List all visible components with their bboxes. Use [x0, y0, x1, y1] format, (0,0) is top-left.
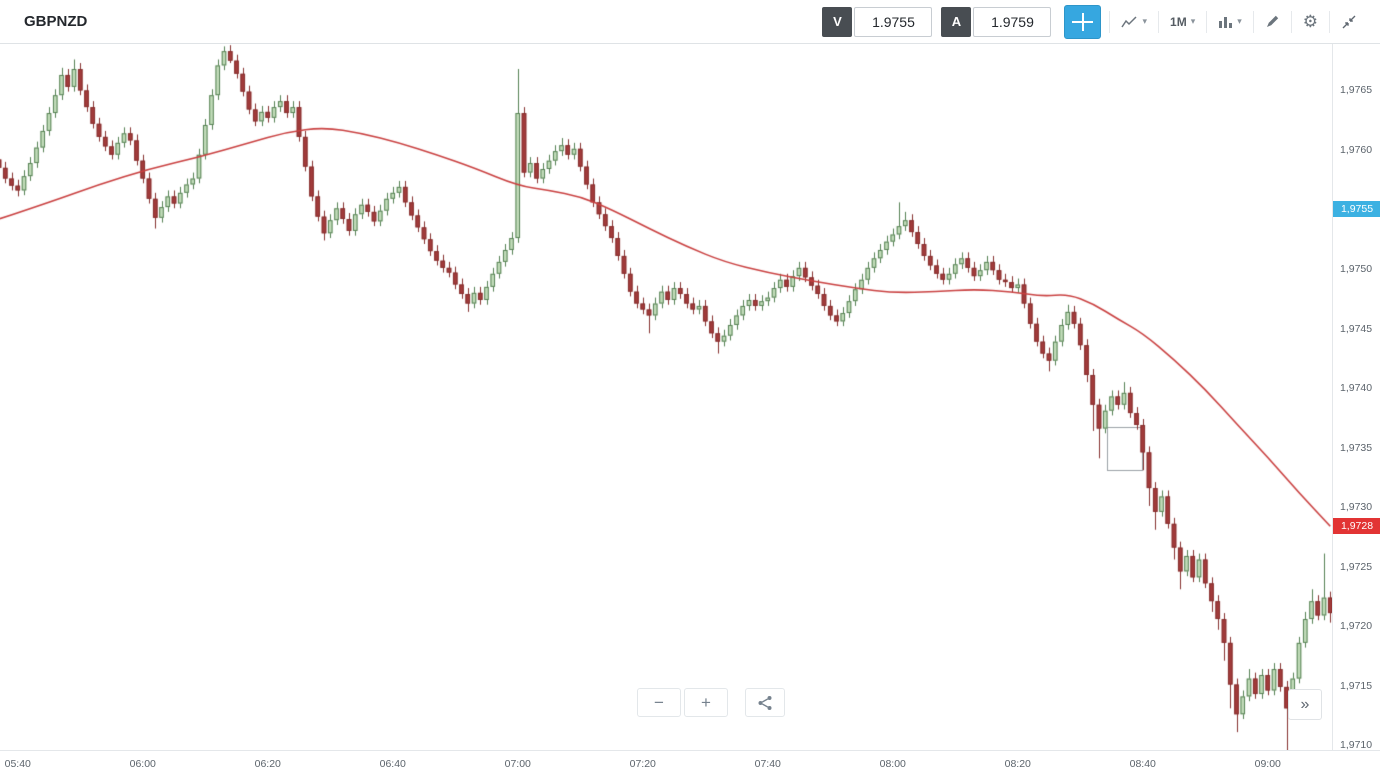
zoom-in-button[interactable]: +	[684, 688, 728, 717]
toolbar-separator	[1109, 10, 1111, 33]
chevron-down-icon: ▾	[1142, 16, 1148, 26]
price-axis-label: 1,9760	[1340, 143, 1373, 156]
sell-price-value: 1.9755	[854, 6, 933, 37]
time-axis-label: 08:20	[1004, 758, 1031, 770]
symbol-title: GBPNZD	[24, 13, 88, 30]
indicators-icon	[1219, 16, 1233, 28]
gear-icon: ⚙	[1302, 12, 1318, 31]
chart-plot-area: − + »	[0, 44, 1332, 750]
time-axis-label: 09:00	[1254, 758, 1281, 770]
chevron-down-icon: ▾	[1237, 16, 1242, 26]
toolbar-separator	[1290, 10, 1292, 33]
price-axis-label: 1,9725	[1340, 560, 1373, 573]
ma-value-badge: 1,9728	[1333, 518, 1380, 535]
price-axis-label: 1,9750	[1340, 263, 1373, 275]
zoom-out-button[interactable]: −	[637, 688, 681, 717]
chart-toolbar: GBPNZD V 1.9755 A 1.9759 ▾ 1M ▾	[0, 0, 1380, 44]
timeframe-dropdown[interactable]: 1M ▾	[1159, 9, 1206, 35]
pencil-icon	[1266, 15, 1278, 27]
bid-price-badge: 1,9755	[1333, 201, 1380, 218]
timeframe-label: 1M	[1170, 14, 1187, 29]
time-axis-label: 07:20	[629, 758, 656, 770]
time-axis-label: 05:40	[4, 758, 31, 770]
price-axis-label: 1,9745	[1340, 322, 1373, 335]
line-chart-icon	[1121, 15, 1138, 27]
price-axis-label: 1,9715	[1340, 679, 1373, 692]
collapse-icon	[1342, 15, 1356, 28]
price-axis-label: 1,9735	[1340, 441, 1373, 454]
buy-quote-group: A 1.9759	[941, 6, 1052, 37]
time-axis-label: 06:00	[129, 758, 156, 770]
share-button[interactable]	[745, 688, 785, 717]
price-axis-label: 1,9765	[1340, 84, 1373, 97]
indicators-dropdown[interactable]: ▾	[1207, 9, 1253, 35]
chevron-down-icon: ▾	[1190, 16, 1196, 26]
buy-price-value: 1.9759	[973, 6, 1052, 37]
toolbar-separator	[1206, 10, 1208, 33]
candlestick-chart-canvas[interactable]	[0, 44, 1332, 750]
time-axis-label: 08:40	[1129, 758, 1156, 770]
toolbar-separator	[1329, 10, 1330, 33]
time-axis-label: 07:40	[754, 758, 781, 770]
toolbar-separator	[1252, 10, 1254, 33]
price-axis-label: 1,9710	[1340, 739, 1373, 752]
buy-button[interactable]: A	[941, 6, 972, 37]
time-axis-label: 06:20	[254, 758, 281, 770]
sell-quote-group: V 1.9755	[822, 6, 933, 37]
crosshair-button[interactable]	[1064, 4, 1102, 39]
price-axis-label: 1,9730	[1340, 501, 1373, 514]
time-axis-label: 06:40	[379, 758, 406, 770]
settings-button[interactable]: ⚙	[1292, 7, 1329, 36]
share-icon	[758, 695, 772, 710]
time-axis-label: 08:00	[879, 758, 906, 770]
drawing-tools-button[interactable]	[1254, 8, 1291, 35]
time-axis[interactable]: 05:40 06:00 06:20 06:40 07:00 07:20 07:40 08:00…	[0, 750, 1380, 779]
chart-type-dropdown[interactable]: ▾	[1110, 9, 1158, 35]
toolbar-controls: V 1.9755 A 1.9759 ▾ 1M ▾ ▾	[822, 0, 1368, 43]
collapse-button[interactable]	[1330, 8, 1368, 36]
zoom-controls: − +	[637, 688, 785, 717]
price-axis-label: 1,9720	[1340, 620, 1373, 633]
toolbar-separator	[1158, 10, 1160, 33]
scroll-to-latest-button[interactable]: »	[1288, 689, 1322, 720]
time-axis-label: 07:00	[504, 758, 531, 770]
price-axis[interactable]: 1,9755 1,9728 1,97651,97601,97551,97501,…	[1332, 44, 1380, 752]
sell-button[interactable]: V	[822, 6, 853, 37]
price-axis-label: 1,9740	[1340, 382, 1373, 395]
